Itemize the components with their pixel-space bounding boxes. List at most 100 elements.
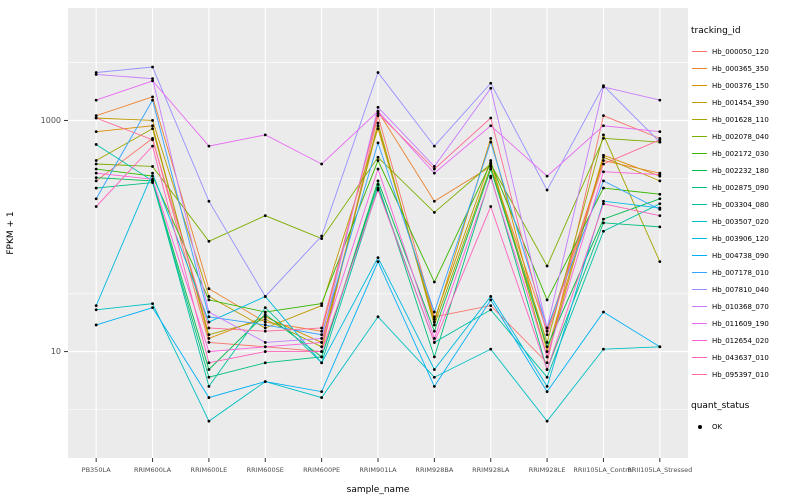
legend-key-line bbox=[691, 180, 708, 195]
data-point bbox=[545, 361, 549, 365]
legend-key-line bbox=[691, 214, 708, 229]
data-point bbox=[545, 390, 549, 394]
data-point bbox=[320, 333, 324, 337]
data-point bbox=[263, 310, 267, 314]
legend-key-line bbox=[691, 95, 708, 110]
data-point bbox=[207, 361, 211, 365]
data-point bbox=[376, 112, 380, 115]
data-point bbox=[376, 315, 380, 319]
data-point bbox=[207, 375, 211, 379]
legend-item: Hb_010368_070 bbox=[691, 298, 799, 315]
legend-item-label: Hb_001628_110 bbox=[712, 115, 769, 124]
data-point bbox=[263, 133, 267, 137]
data-point bbox=[489, 205, 493, 208]
legend-item: Hb_095397_010 bbox=[691, 366, 799, 383]
data-point bbox=[489, 116, 493, 120]
legend-key-point bbox=[691, 419, 708, 434]
data-point bbox=[94, 98, 98, 102]
legend-item-label: Hb_012654_020 bbox=[712, 336, 769, 345]
data-point bbox=[658, 202, 662, 206]
data-point bbox=[320, 237, 324, 240]
data-point bbox=[545, 341, 549, 344]
data-point bbox=[602, 229, 605, 233]
data-point bbox=[376, 124, 380, 128]
data-point bbox=[263, 312, 267, 316]
data-point bbox=[94, 323, 98, 327]
data-point bbox=[320, 341, 324, 344]
data-point bbox=[151, 165, 154, 168]
legend-key-line bbox=[691, 112, 708, 127]
legend-item: Hb_003507_020 bbox=[691, 213, 799, 230]
y-tick-label: 10 bbox=[51, 347, 61, 356]
legend-item: Hb_002078_040 bbox=[691, 128, 799, 145]
data-point bbox=[320, 390, 324, 394]
data-point bbox=[151, 98, 154, 102]
x-tick-label: RRII105LA_Stressed bbox=[627, 466, 692, 474]
data-point bbox=[658, 173, 662, 177]
data-point bbox=[94, 114, 98, 118]
data-point bbox=[432, 280, 436, 284]
data-point bbox=[376, 182, 380, 186]
data-point bbox=[94, 304, 98, 307]
data-point bbox=[602, 162, 605, 166]
legend-item: Hb_001628_110 bbox=[691, 111, 799, 128]
x-tick-label: PB350LA bbox=[82, 466, 112, 474]
legend-item: Hb_007178_010 bbox=[691, 264, 799, 281]
data-point bbox=[376, 127, 380, 131]
legend-key-line bbox=[691, 197, 708, 212]
data-point bbox=[545, 174, 549, 178]
legend-item-label: Hb_007810_040 bbox=[712, 285, 769, 294]
data-point bbox=[489, 159, 493, 162]
data-point bbox=[489, 295, 493, 298]
data-point bbox=[94, 71, 98, 74]
data-point bbox=[545, 264, 549, 268]
data-point bbox=[207, 310, 211, 314]
data-point bbox=[94, 179, 98, 183]
legend-item: Hb_002875_090 bbox=[691, 179, 799, 196]
data-point bbox=[207, 144, 211, 148]
data-point bbox=[432, 375, 436, 379]
data-point bbox=[658, 179, 662, 183]
data-point bbox=[151, 77, 154, 81]
data-point bbox=[545, 384, 549, 388]
legend-item: Hb_001454_390 bbox=[691, 94, 799, 111]
data-point bbox=[432, 171, 436, 175]
data-point bbox=[263, 350, 267, 353]
data-point bbox=[489, 347, 493, 351]
data-point bbox=[94, 130, 98, 134]
data-point bbox=[602, 170, 605, 174]
data-point bbox=[94, 171, 98, 175]
data-point bbox=[207, 337, 211, 340]
data-point bbox=[658, 130, 662, 134]
data-point bbox=[602, 85, 605, 89]
data-point bbox=[207, 419, 211, 423]
data-point bbox=[151, 119, 154, 122]
data-point bbox=[489, 124, 493, 128]
data-point bbox=[432, 199, 436, 203]
data-point bbox=[151, 306, 154, 310]
data-point bbox=[263, 306, 267, 310]
data-point bbox=[432, 337, 436, 340]
data-point bbox=[320, 162, 324, 166]
data-point bbox=[376, 159, 380, 162]
data-point bbox=[94, 73, 98, 76]
data-point bbox=[602, 310, 605, 314]
legend-item: Hb_003906_120 bbox=[691, 230, 799, 247]
legend-key-line bbox=[691, 316, 708, 331]
legend-key-line bbox=[691, 350, 708, 365]
data-point bbox=[602, 202, 605, 206]
x-tick-label: RRIM928LE bbox=[529, 466, 566, 474]
data-point bbox=[263, 315, 267, 319]
data-point bbox=[602, 124, 605, 128]
legend-item: Hb_043637_010 bbox=[691, 349, 799, 366]
data-point bbox=[432, 317, 436, 321]
legend-item-label: Hb_002875_090 bbox=[712, 183, 769, 192]
x-tick-label: RRIM600PE bbox=[303, 466, 340, 474]
x-axis-label: sample_name bbox=[347, 485, 410, 495]
data-point bbox=[263, 341, 267, 344]
legend-item-label: Hb_001454_390 bbox=[712, 98, 769, 107]
data-point bbox=[432, 165, 436, 168]
data-point bbox=[432, 384, 436, 388]
data-point bbox=[545, 326, 549, 330]
data-point bbox=[545, 350, 549, 353]
